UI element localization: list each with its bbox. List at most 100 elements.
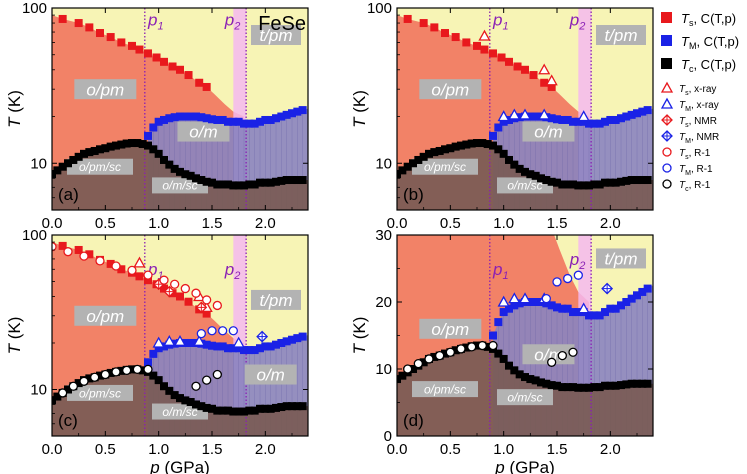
tc-ctp-marker	[229, 407, 238, 416]
tc-ctp-marker	[106, 368, 115, 377]
label-o-m-box	[244, 364, 297, 385]
tc-ctp-marker	[430, 352, 439, 361]
t-m-x-raymarker	[518, 292, 532, 304]
tm-ctp-marker	[579, 117, 588, 126]
ts-ctp-marker	[152, 53, 161, 62]
p1-label-sub: 1	[502, 270, 508, 282]
ts-ctp-marker	[497, 53, 506, 62]
tc-ctp-marker	[403, 162, 412, 171]
t-m-x-raymarker	[508, 108, 521, 120]
tc-ctp-marker	[446, 144, 455, 153]
tc-ctp-marker	[250, 406, 259, 415]
label-t-pm-text: t/pm	[604, 26, 637, 45]
tm-ctp-marker	[499, 117, 508, 126]
label-o-m-text: o/m	[256, 366, 284, 385]
y-axis-label: T (K)	[350, 90, 369, 128]
tm-ctp-marker	[293, 107, 302, 116]
tc-ctp-marker	[569, 383, 577, 392]
panel-letter: (d)	[403, 411, 424, 430]
tm-ctp-marker	[272, 114, 280, 123]
ts-ctp-marker	[505, 57, 513, 66]
ts-ctp-marker	[513, 62, 522, 71]
tc-ctp-marker	[224, 180, 232, 189]
t-s-r-1marker	[127, 265, 137, 276]
tm-ctp-marker	[192, 112, 200, 121]
tc-ctp-marker	[611, 381, 620, 390]
tm-ctp-marker	[638, 107, 647, 116]
label-o-pm-box	[74, 79, 137, 100]
tc-ctp-marker	[261, 178, 270, 187]
ts-ctp-marker	[529, 71, 538, 80]
t-c-r-1marker	[568, 347, 578, 357]
tm-ctp-marker	[208, 341, 216, 350]
tc-ctp-marker	[489, 141, 497, 150]
legend-extra-sym: T	[679, 100, 686, 111]
ts-ctp-marker	[117, 38, 126, 47]
tc-ctp-marker	[537, 174, 545, 183]
ts-ctp-marker	[74, 19, 83, 28]
label-o-m: o/m	[177, 121, 230, 142]
ts-ctp-marker	[480, 45, 489, 54]
tc-ctp-marker	[138, 366, 147, 375]
ts-ctp-marker	[489, 49, 497, 58]
p2-label-sub: 2	[578, 21, 585, 33]
tm-ctp-marker	[240, 346, 248, 355]
x-tick-label: 1.5	[202, 215, 223, 232]
tm-ctp-marker	[590, 119, 599, 128]
tm-ctp-marker	[149, 123, 158, 132]
legend-extra-label: TM, NMR	[679, 132, 719, 145]
y-tick-label: 10	[375, 155, 392, 172]
tc-ctp-marker	[473, 341, 481, 350]
label-t-pm-box	[596, 248, 646, 269]
ts-ctp-marker	[547, 82, 556, 91]
x-axis-label-unit: (GPa)	[160, 458, 210, 474]
tm-ctp-marker	[585, 311, 593, 320]
tc-ctp-marker	[558, 383, 567, 392]
tm-ctp-marker	[563, 115, 572, 124]
tc-ctp-marker	[53, 166, 62, 175]
axes-frame	[396, 7, 654, 211]
tc-ctp-marker	[256, 178, 264, 187]
tc-ctp-marker	[229, 181, 238, 190]
tm-ctp-marker	[531, 298, 540, 306]
tc-ctp-marker	[590, 180, 599, 189]
p2-label-sub: 2	[233, 21, 240, 33]
tm-ctp-marker	[208, 115, 216, 124]
ts-ctp-marker	[85, 23, 94, 32]
t-s-r-1marker	[143, 270, 153, 280]
y-axis-label-var: T	[350, 342, 369, 354]
tc-ctp-marker	[288, 176, 296, 185]
y-axis-label-unit: (K)	[5, 90, 24, 117]
tc-ctp-marker	[122, 139, 131, 148]
tc-ctp-marker	[160, 155, 168, 164]
legend-extra-rest: , x-ray	[691, 100, 719, 111]
tc-ctp-marker	[457, 141, 465, 150]
t-m-x-raymarker	[577, 110, 590, 122]
p2-label-sub: 2	[233, 270, 240, 282]
x-tick-label: 0.0	[42, 215, 63, 232]
tc-ctp-marker	[606, 178, 615, 187]
y-tick-label: 10	[375, 361, 392, 378]
tc-ctp-marker	[213, 406, 222, 415]
p2-label-p: p	[224, 11, 234, 30]
tc-ctp-marker	[595, 383, 604, 392]
tc-ctp-marker	[192, 400, 200, 409]
y-tick-label: 20	[375, 294, 392, 311]
label-o-pm-sc-box	[412, 158, 478, 175]
t-m-x-raymarker	[508, 292, 521, 304]
ts-ctp-marker	[430, 23, 439, 32]
tc-ctp-marker	[515, 370, 524, 379]
tm-ctp-marker	[245, 346, 254, 355]
y-axis-label: T (K)	[5, 317, 24, 355]
legend: Ts, C(T,p)TM, C(T,p)Tc, C(T,p)Ts, x-rayT…	[660, 11, 739, 193]
label-o-m-sc-box	[497, 389, 553, 406]
tc-ctp-marker	[293, 176, 302, 185]
label-o-m-sc-text: o/m/sc	[162, 405, 197, 419]
ts-ctp-marker	[106, 33, 115, 42]
ts-ctp-marker	[128, 41, 136, 50]
p2-label-sub: 2	[578, 260, 585, 272]
t-c-r-1marker	[202, 375, 212, 385]
tc-ctp-marker	[430, 148, 439, 157]
